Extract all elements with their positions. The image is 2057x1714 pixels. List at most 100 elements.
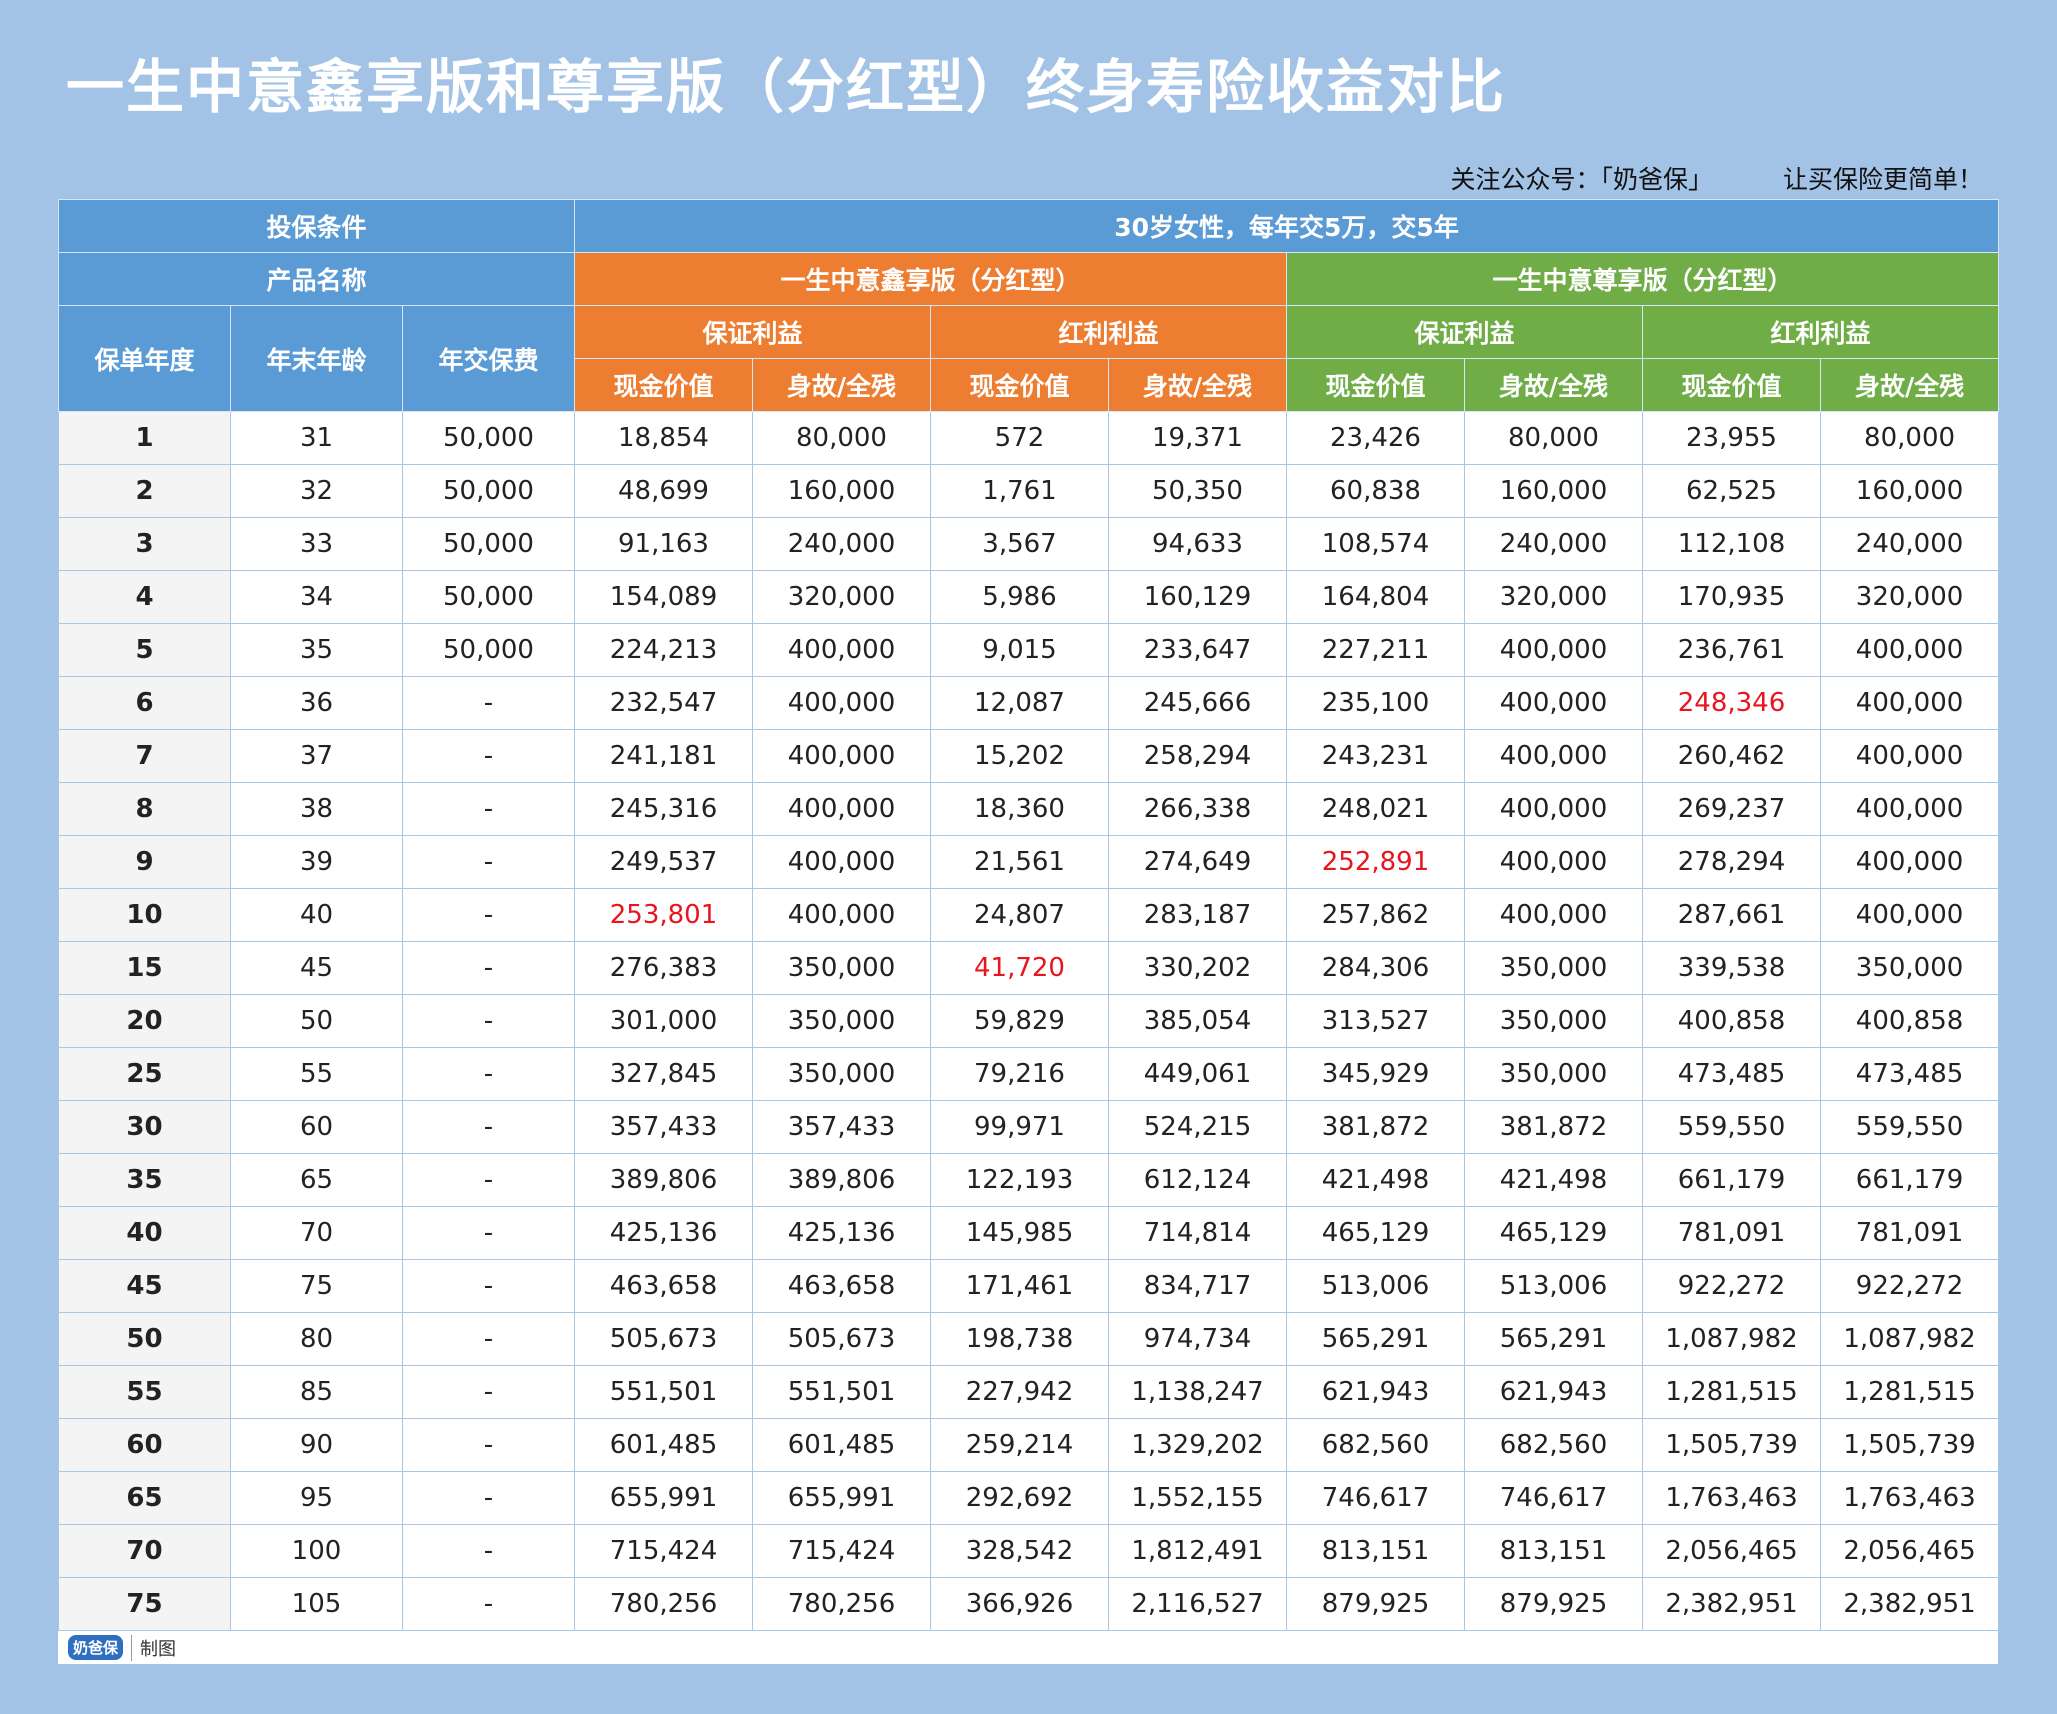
table-cell: 389,806 xyxy=(574,1153,753,1207)
table-cell: 227,942 xyxy=(930,1365,1109,1419)
table-cell: 350,000 xyxy=(1464,994,1643,1048)
header-cell: 身故/全残 xyxy=(1108,358,1287,412)
table-cell: 7 xyxy=(58,729,231,783)
table-cell: 400,000 xyxy=(1819,835,2000,889)
table-row: 5 35 50,000 224,213 400,000 9,015 233,647 227,2… xyxy=(58,623,2000,677)
table-cell: 350,000 xyxy=(1464,941,1643,995)
table-cell: 357,433 xyxy=(752,1100,931,1154)
table-cell: 449,061 xyxy=(1108,1047,1287,1101)
table-cell: 233,647 xyxy=(1108,623,1287,677)
header-cell: 保证利益 xyxy=(1286,305,1643,359)
table-cell: 240,000 xyxy=(1819,517,2000,571)
table-cell: 198,738 xyxy=(930,1312,1109,1366)
table-cell: 425,136 xyxy=(752,1206,931,1260)
table-cell: 25 xyxy=(58,1047,231,1101)
header-cell: 红利利益 xyxy=(1641,305,2000,359)
table-cell: 572 xyxy=(930,411,1109,465)
subtitle: 关注公众号：「奶爸保」 让买保险更简单！ xyxy=(1450,160,1983,196)
header-cell: 保单年度 xyxy=(58,305,231,412)
table-cell: 1,281,515 xyxy=(1642,1365,1821,1419)
table-cell: - xyxy=(402,1418,575,1472)
table-cell: 19,371 xyxy=(1108,411,1287,465)
table-cell: 60 xyxy=(230,1100,403,1154)
table-cell: 3 xyxy=(58,517,231,571)
table-cell: 80 xyxy=(230,1312,403,1366)
table-cell: 746,617 xyxy=(1464,1471,1643,1525)
header-cell: 身故/全残 xyxy=(752,358,931,412)
table-cell: 465,129 xyxy=(1286,1206,1465,1260)
table-cell: 400,000 xyxy=(752,888,931,942)
table-cell: 366,926 xyxy=(930,1577,1109,1631)
table-cell: 922,272 xyxy=(1819,1259,2000,1313)
header-cell: 现金价值 xyxy=(930,358,1109,412)
table-cell: 463,658 xyxy=(752,1259,931,1313)
table-cell: 60,838 xyxy=(1286,464,1465,518)
table-cell: 746,617 xyxy=(1286,1471,1465,1525)
table-row: 65 95-655,991 655,991 292,692 1,552,155 746,6… xyxy=(58,1471,2000,1525)
table-cell: - xyxy=(402,941,575,995)
table-cell: 8 xyxy=(58,782,231,836)
table-cell: 50 xyxy=(230,994,403,1048)
table-cell: 357,433 xyxy=(574,1100,753,1154)
table-cell: 813,151 xyxy=(1286,1524,1465,1578)
table-cell: 345,929 xyxy=(1286,1047,1465,1101)
table-cell: 65 xyxy=(230,1153,403,1207)
table-cell: - xyxy=(402,1524,575,1578)
table-cell: 834,717 xyxy=(1108,1259,1287,1313)
table-cell: 601,485 xyxy=(574,1418,753,1472)
table-cell: 90 xyxy=(230,1418,403,1472)
table-cell: 24,807 xyxy=(930,888,1109,942)
table-cell: 59,829 xyxy=(930,994,1109,1048)
table-cell: 400,000 xyxy=(1819,676,2000,730)
table-cell: 2,382,951 xyxy=(1819,1577,2000,1631)
table-cell: 1 xyxy=(58,411,231,465)
table-row: 70 100-715,424 715,424 328,542 1,812,491 813,… xyxy=(58,1524,2000,1578)
table-cell: 91,163 xyxy=(574,517,753,571)
table-cell: - xyxy=(402,994,575,1048)
footer: 奶爸保 制图 xyxy=(58,1631,1998,1664)
header-cell: 保证利益 xyxy=(574,305,931,359)
table-cell: 15 xyxy=(58,941,231,995)
table-cell: 3,567 xyxy=(930,517,1109,571)
header-cell: 一生中意鑫享版（分红型） xyxy=(574,252,1287,306)
table-row: 6 36-232,547 400,000 12,087 245,666 235,100 40… xyxy=(58,676,2000,730)
table-cell: 400,000 xyxy=(1819,888,2000,942)
table-cell: 160,000 xyxy=(752,464,931,518)
table-cell: - xyxy=(402,676,575,730)
table-cell: 655,991 xyxy=(574,1471,753,1525)
table-cell: 551,501 xyxy=(574,1365,753,1419)
table-cell: 473,485 xyxy=(1642,1047,1821,1101)
table-cell: 278,294 xyxy=(1642,835,1821,889)
table-cell: 70 xyxy=(58,1524,231,1578)
table-cell: 160,000 xyxy=(1464,464,1643,518)
table-cell: 974,734 xyxy=(1108,1312,1287,1366)
table-cell: 400,000 xyxy=(1464,835,1643,889)
table: 投保条件 30岁女性，每年交5万，交5年 产品名称 一生中意鑫享版（分红型） 一… xyxy=(58,199,2000,1631)
table-cell: 2,116,527 xyxy=(1108,1577,1287,1631)
table-cell: 922,272 xyxy=(1642,1259,1821,1313)
table-cell: 85 xyxy=(230,1365,403,1419)
table-row: 25 55-327,845 350,000 79,216 449,061 345,929 3… xyxy=(58,1047,2000,1101)
table-cell: 36 xyxy=(230,676,403,730)
table-cell: 421,498 xyxy=(1286,1153,1465,1207)
table-cell: 400,858 xyxy=(1642,994,1821,1048)
table-cell: 30 xyxy=(58,1100,231,1154)
table-cell: 601,485 xyxy=(752,1418,931,1472)
table-cell: - xyxy=(402,1312,575,1366)
table-cell: 1,138,247 xyxy=(1108,1365,1287,1419)
table-cell: 400,000 xyxy=(752,623,931,677)
table-cell: 50 xyxy=(58,1312,231,1366)
header-row: 保单年度 年末年龄 年交保费 保证利益 红利利益 保证利益 红利利益 xyxy=(58,305,2000,412)
table-cell: 276,383 xyxy=(574,941,753,995)
table-cell: 171,461 xyxy=(930,1259,1109,1313)
table-cell: 350,000 xyxy=(1464,1047,1643,1101)
footer-logo: 奶爸保 xyxy=(68,1635,124,1660)
table-row: 35 65-389,806 389,806 122,193 612,124 421,498… xyxy=(58,1153,2000,1207)
table-cell: 5 xyxy=(58,623,231,677)
table-cell: 1,505,739 xyxy=(1642,1418,1821,1472)
table-cell: 9 xyxy=(58,835,231,889)
table-cell: 122,193 xyxy=(930,1153,1109,1207)
table-cell: 1,087,982 xyxy=(1819,1312,2000,1366)
table-cell: 266,338 xyxy=(1108,782,1287,836)
table-cell: 60 xyxy=(58,1418,231,1472)
